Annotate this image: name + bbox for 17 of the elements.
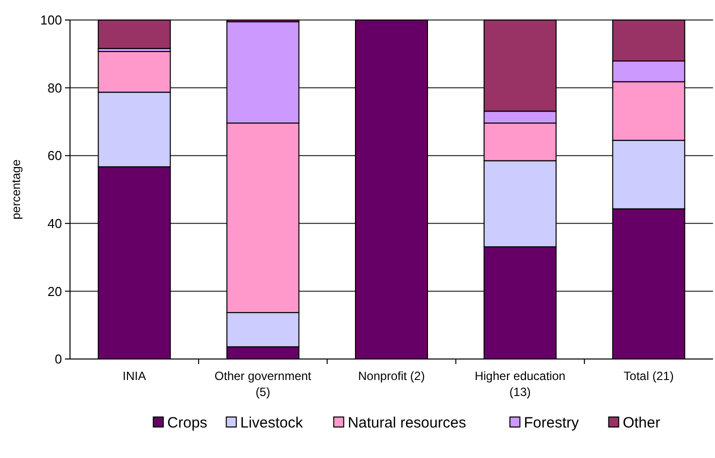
x-tick-label: Total (21) (624, 369, 674, 383)
legend-label: Forestry (524, 414, 580, 432)
x-tick-label: Nonprofit (2) (358, 369, 425, 383)
legend-label: Natural resources (348, 414, 466, 432)
y-tick-label: 0 (54, 352, 62, 367)
x-tick-label: INIA (122, 369, 146, 383)
x-tick-label: Other government (5) (214, 369, 312, 399)
y-tick-label: 100 (40, 12, 62, 28)
y-tick-label: 80 (48, 80, 62, 96)
legend-label: Crops (167, 414, 208, 432)
legend-label: Other (622, 414, 660, 432)
y-tick-label: 60 (48, 148, 62, 164)
x-tick-label: Higher education (13) (474, 369, 566, 399)
y-axis-title: percentage (9, 159, 23, 220)
legend-label: Livestock (240, 414, 304, 432)
y-tick-label: 40 (48, 216, 62, 231)
y-tick-label: 20 (48, 284, 62, 299)
